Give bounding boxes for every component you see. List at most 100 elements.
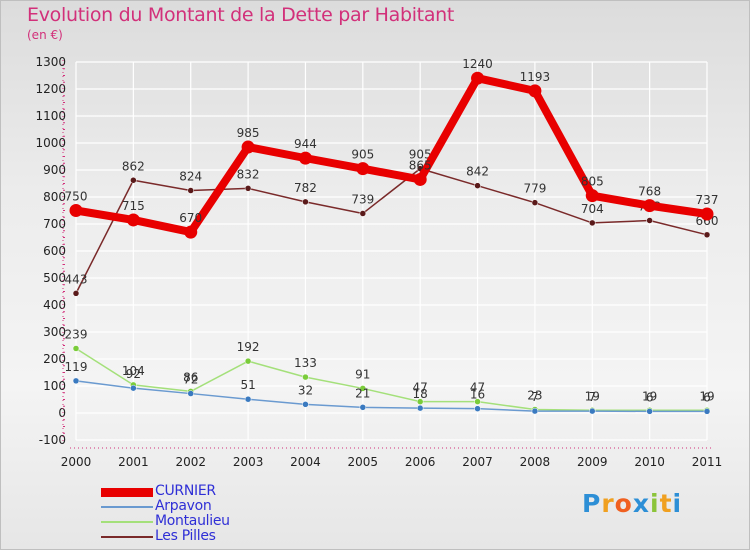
- data-label-montaulieu: 23: [527, 388, 542, 402]
- data-label-curnier: 905: [351, 148, 374, 162]
- x-tick-label: 2009: [577, 455, 608, 469]
- data-label-curnier: 670: [179, 211, 202, 225]
- proxiti-logo: Proxiti: [582, 489, 682, 518]
- data-point-les-pilles: [474, 182, 481, 189]
- data-label-montaulieu: 19: [585, 389, 600, 403]
- data-label-les-pilles: 443: [65, 272, 88, 286]
- data-point-les-pilles: [703, 231, 711, 239]
- y-tick-label: 200: [43, 352, 66, 366]
- data-point-les-pilles: [589, 219, 596, 227]
- x-tick-label: 2010: [634, 455, 665, 469]
- legend-label: CURNIER: [155, 483, 216, 499]
- x-tick-label: 2002: [175, 455, 206, 469]
- logo-letter: i: [672, 489, 683, 518]
- y-tick-label: 800: [43, 190, 66, 204]
- data-point-les-pilles: [646, 217, 653, 224]
- logo-letter: t: [659, 489, 673, 518]
- data-label-montaulieu: 47: [470, 381, 485, 395]
- data-label-curnier: 865: [409, 158, 432, 172]
- data-point-curnier: [700, 207, 714, 221]
- data-label-curnier: 944: [294, 137, 317, 151]
- data-point-curnier: [241, 140, 255, 154]
- x-tick-label: 2011: [692, 455, 723, 469]
- legend-swatch: [101, 536, 153, 538]
- data-label-curnier: 1193: [520, 70, 551, 84]
- data-label-arpavon: 51: [240, 378, 255, 392]
- data-label-les-pilles: 782: [294, 181, 317, 195]
- data-point-curnier: [585, 189, 599, 203]
- data-label-curnier: 715: [122, 199, 145, 213]
- x-tick-label: 2007: [462, 455, 493, 469]
- logo-letter: P: [582, 489, 602, 518]
- data-point-curnier: [643, 199, 657, 213]
- y-tick-label: 400: [43, 298, 66, 312]
- data-point-arpavon: [130, 384, 137, 392]
- data-label-curnier: 1240: [462, 57, 493, 71]
- data-point-les-pilles: [72, 290, 80, 297]
- legend-label: Arpavon: [155, 498, 212, 514]
- data-label-arpavon: 7: [531, 390, 539, 404]
- y-tick-label: 1100: [35, 109, 66, 123]
- data-label-les-pilles: 905: [409, 148, 432, 162]
- data-label-montaulieu: 239: [65, 327, 88, 341]
- data-point-curnier: [69, 204, 83, 217]
- data-point-arpavon: [703, 408, 711, 415]
- logo-letter: r: [601, 489, 615, 518]
- data-point-arpavon: [244, 395, 252, 403]
- data-label-les-pilles: 779: [523, 182, 546, 196]
- data-label-arpavon: 119: [65, 360, 88, 374]
- data-point-curnier: [356, 162, 370, 176]
- data-point-les-pilles: [187, 187, 194, 194]
- data-label-montaulieu: 192: [237, 340, 260, 354]
- logo-letter: o: [614, 489, 633, 518]
- data-label-arpavon: 6: [646, 390, 654, 404]
- data-label-les-pilles: 739: [351, 192, 374, 206]
- data-label-arpavon: 72: [183, 373, 198, 387]
- data-point-montaulieu: [72, 345, 80, 352]
- data-label-les-pilles: 842: [466, 165, 489, 179]
- data-label-arpavon: 18: [413, 387, 428, 401]
- y-tick-label: 0: [58, 406, 66, 420]
- y-tick-label: 300: [43, 325, 66, 339]
- x-tick-label: 2001: [118, 455, 149, 469]
- data-label-curnier: 768: [638, 185, 661, 199]
- data-point-les-pilles: [244, 185, 252, 192]
- data-label-montaulieu: 91: [355, 367, 370, 381]
- data-label-les-pilles: 862: [122, 159, 145, 173]
- data-point-arpavon: [531, 407, 539, 415]
- logo-letter: i: [650, 489, 660, 518]
- chart-title: Evolution du Montant de la Dette par Hab…: [27, 4, 455, 26]
- data-label-les-pilles: 704: [581, 202, 604, 216]
- x-tick-label: 2008: [520, 455, 551, 469]
- y-tick-label: 900: [43, 163, 66, 177]
- series-line-curnier: [72, 74, 711, 237]
- data-label-montaulieu: 47: [413, 381, 428, 395]
- data-point-montaulieu: [359, 385, 367, 392]
- x-tick-label: 2003: [233, 455, 264, 469]
- data-point-curnier: [126, 213, 140, 227]
- legend-swatch: [101, 487, 153, 497]
- data-label-arpavon: 21: [355, 386, 370, 400]
- y-tick-label: 100: [43, 379, 66, 393]
- data-label-curnier: 985: [237, 126, 260, 140]
- data-label-arpavon: 92: [126, 367, 141, 381]
- series-line-les-pilles: [75, 167, 708, 295]
- data-label-arpavon: 16: [470, 388, 485, 402]
- data-point-les-pilles: [302, 198, 309, 206]
- data-point-arpavon: [589, 407, 596, 415]
- x-tick-label: 2006: [405, 455, 436, 469]
- data-point-arpavon: [72, 377, 80, 385]
- data-label-montaulieu: 86: [183, 370, 198, 384]
- y-tick-label: 700: [43, 217, 66, 231]
- data-point-curnier: [413, 172, 427, 186]
- data-point-les-pilles: [531, 199, 539, 206]
- data-label-curnier: 805: [581, 175, 604, 189]
- data-point-les-pilles: [130, 177, 137, 184]
- x-tick-label: 2004: [290, 455, 321, 469]
- data-label-les-pilles: 832: [237, 167, 260, 181]
- x-tick-label: 2000: [61, 455, 92, 469]
- y-tick-label: 1300: [35, 55, 66, 69]
- data-point-curnier: [298, 151, 312, 165]
- data-label-montaulieu: 104: [122, 364, 145, 378]
